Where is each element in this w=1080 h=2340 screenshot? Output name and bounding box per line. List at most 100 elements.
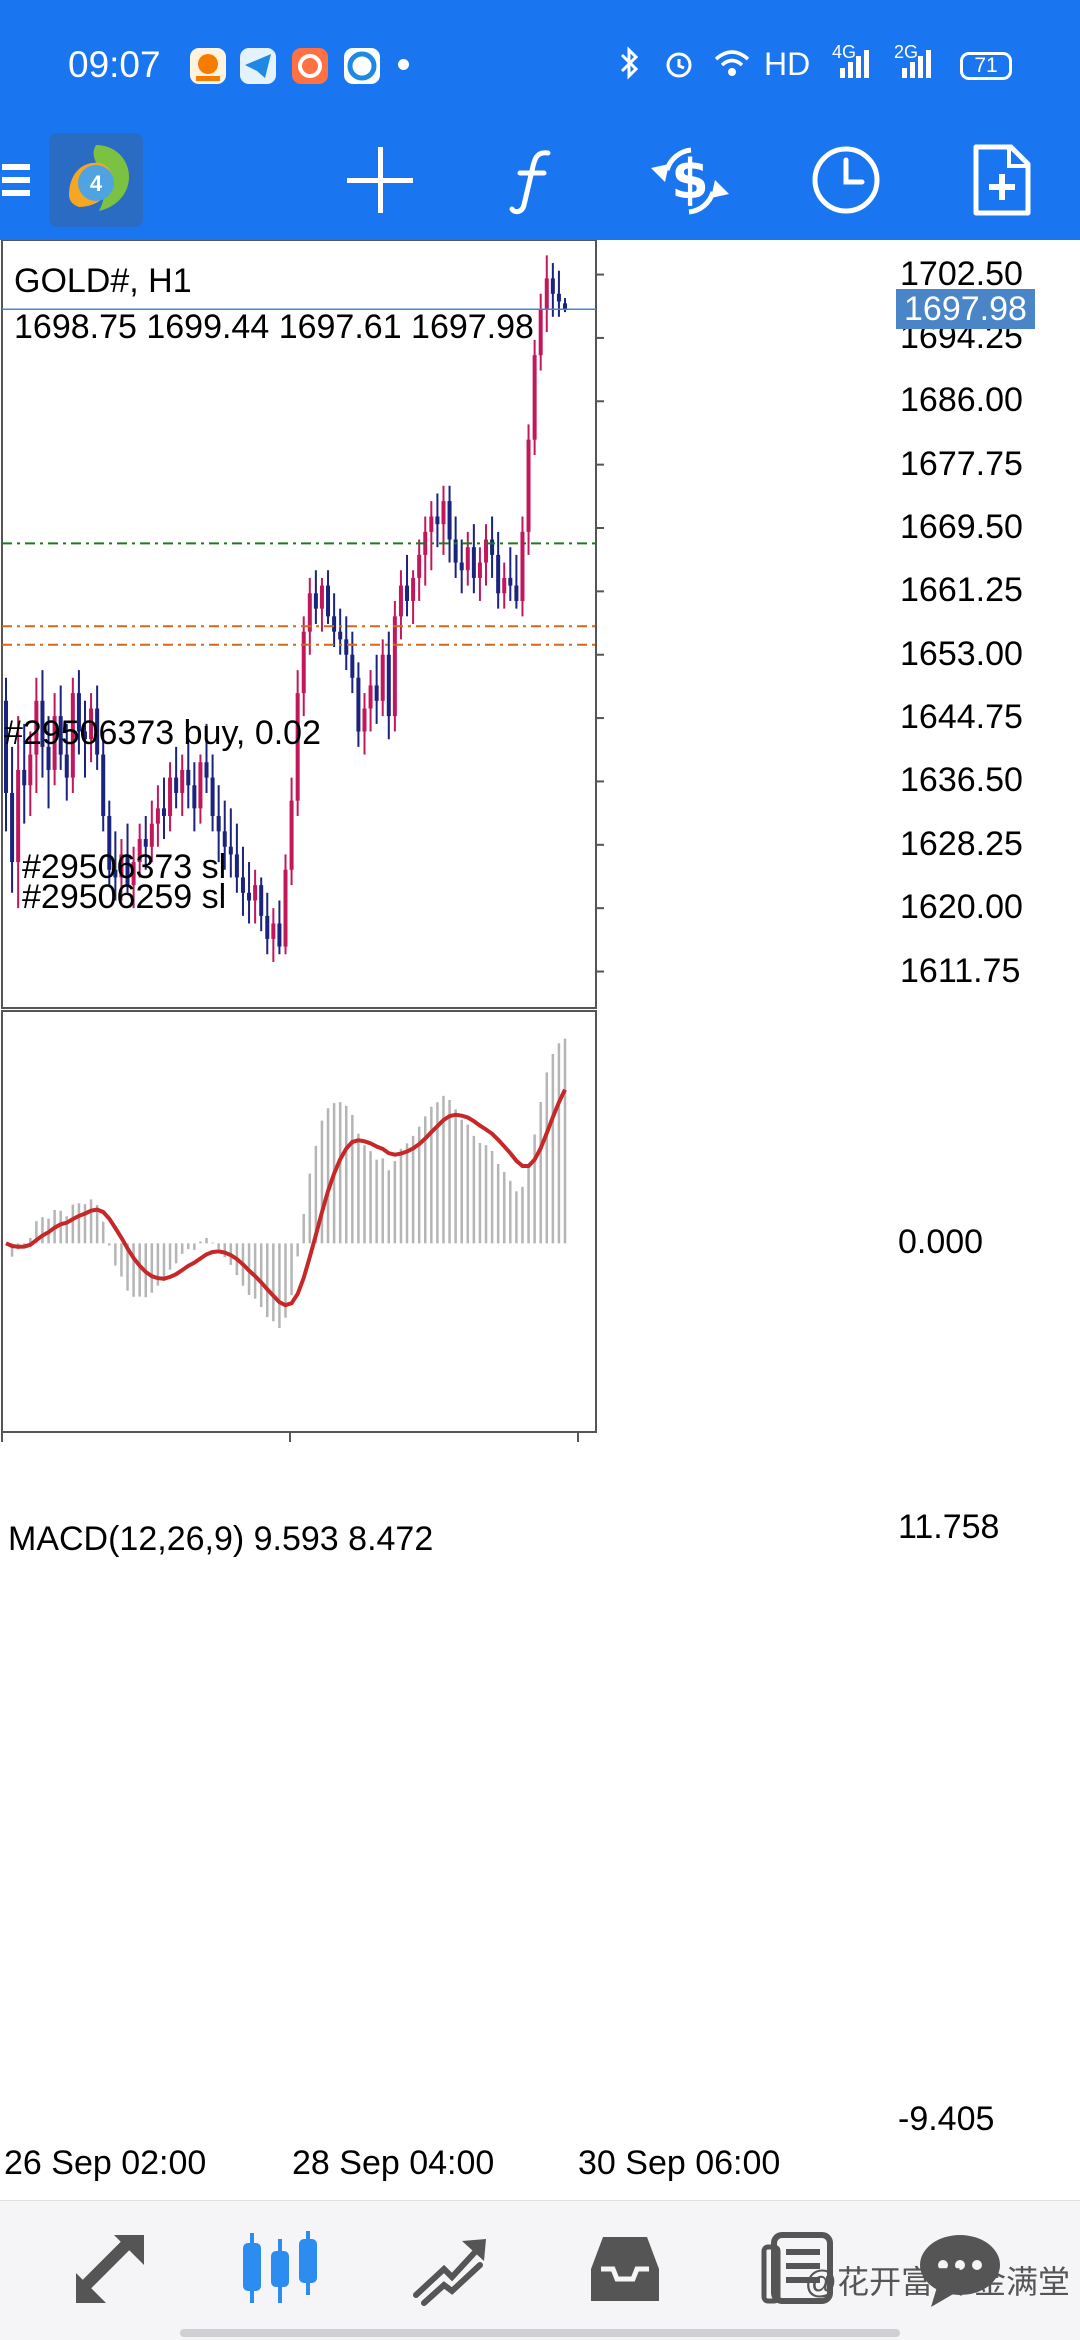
candle-body [192,785,197,809]
macd-signal-line [5,1088,567,1308]
signal-4g-label: 4G [832,42,857,62]
candle-body [125,854,130,886]
function-icon [509,150,551,215]
app-blue-icon [344,48,380,84]
candle-body [514,585,519,601]
order-buy-label[interactable]: #29506373 buy, 0.02 [4,714,321,752]
candle-body [289,800,294,870]
home-indicator[interactable] [180,2329,900,2337]
watermark-text: @花开富贵 金满堂 [804,2264,1070,2300]
wifi-icon [712,46,752,88]
chat-icon [920,2235,1000,2307]
candle-body [40,700,45,747]
app-orange-icon [190,48,226,84]
candle-body [368,685,373,709]
app-red-icon [292,48,328,84]
candle-body [538,309,543,356]
chart-area[interactable]: GOLD#, H1 1698.75 1699.44 1697.61 1697.9… [0,240,1080,2200]
candle-body [149,823,154,847]
menu-button[interactable] [0,120,34,240]
candle-body [198,762,203,809]
price-tick-label: 1636.50 [900,761,1023,800]
change-symbol-button[interactable]: $ [640,120,740,240]
status-time: 09:07 [68,44,161,85]
candle-body [405,585,410,601]
indicators-button[interactable] [484,120,584,240]
timeframe-button[interactable] [796,120,896,240]
price-tick-label: 1677.75 [900,444,1023,483]
timeframe-clock-icon [812,146,880,214]
candle-body [161,808,166,816]
candle-body [398,585,403,617]
current-price-badge: 1697.98 [896,289,1035,330]
candle-body [253,885,258,901]
battery-indicator: 71 [960,52,1012,80]
candle-body [520,531,525,601]
order-sl-label-1[interactable]: #29506373 sl [22,848,227,886]
candle-body [380,654,385,701]
candle-body [550,278,555,294]
metatrader-logo: 4 [48,120,144,240]
nav-history[interactable] [565,2219,685,2319]
candle-body [137,839,142,863]
ohlc-label: 1698.75 1699.44 1697.61 1697.98 [14,308,534,346]
candle-body [459,562,464,571]
candle-body [46,746,51,770]
candle-body [490,539,495,555]
candle-body [265,915,270,939]
candle-body [228,846,233,855]
main-chart-frame [1,240,597,1009]
candle-body [186,769,191,786]
candle-body [64,754,69,778]
alarm-icon [662,46,696,88]
candle-body [350,654,355,678]
candle-body [356,677,361,732]
candle-body [259,885,264,916]
svg-text:4: 4 [90,171,103,196]
candle-body [417,554,422,578]
trade-icon [413,2239,486,2306]
candle-body [234,854,239,878]
price-tick-label: 1620.00 [900,888,1023,927]
candle-body [295,693,300,801]
macd-label: MACD(12,26,9) 9.593 8.472 [8,1520,434,1558]
nav-chat[interactable] [900,2219,1020,2319]
candle-body [411,577,416,601]
price-tick-label: 1644.75 [900,698,1023,737]
candle-body [155,808,160,824]
price-tick-label: 1669.50 [900,508,1023,546]
candle-body [453,539,458,563]
candle-body [313,593,318,609]
candle-body [526,439,531,532]
crosshair-button[interactable] [330,120,430,240]
candle-body [34,700,39,755]
macd-tick-zero: 0.000 [898,1223,984,1262]
candle-body [326,585,331,617]
candle-body [4,700,8,793]
order-sl-label-2[interactable]: #29506259 sl [22,878,227,916]
crosshair-icon [347,147,413,213]
nav-quotes[interactable] [50,2219,170,2319]
candle-body [168,777,173,816]
change-symbol-icon: $ [651,147,729,215]
nav-news[interactable] [740,2219,860,2319]
candle-body [119,854,124,878]
nav-trade[interactable] [390,2219,510,2319]
nav-chart[interactable] [220,2219,340,2319]
candle-body [502,577,507,594]
chart-icon [243,2231,317,2303]
svg-text:$: $ [671,148,709,211]
bottom-nav: @花开富贵 金满堂 [0,2200,1080,2340]
candle-body [429,516,434,532]
new-order-button[interactable] [952,120,1052,240]
new-order-icon [973,144,1031,216]
history-icon [591,2237,659,2301]
symbol-label: GOLD#, H1 [14,262,192,300]
price-tick-label: 1628.25 [900,824,1023,863]
price-tick-label: 1686.00 [900,381,1023,420]
chart-canvas[interactable] [0,240,1080,2200]
quotes-icon [76,2235,144,2303]
candle-body [52,716,57,770]
candle-body [95,708,100,755]
candle-body [82,731,87,740]
